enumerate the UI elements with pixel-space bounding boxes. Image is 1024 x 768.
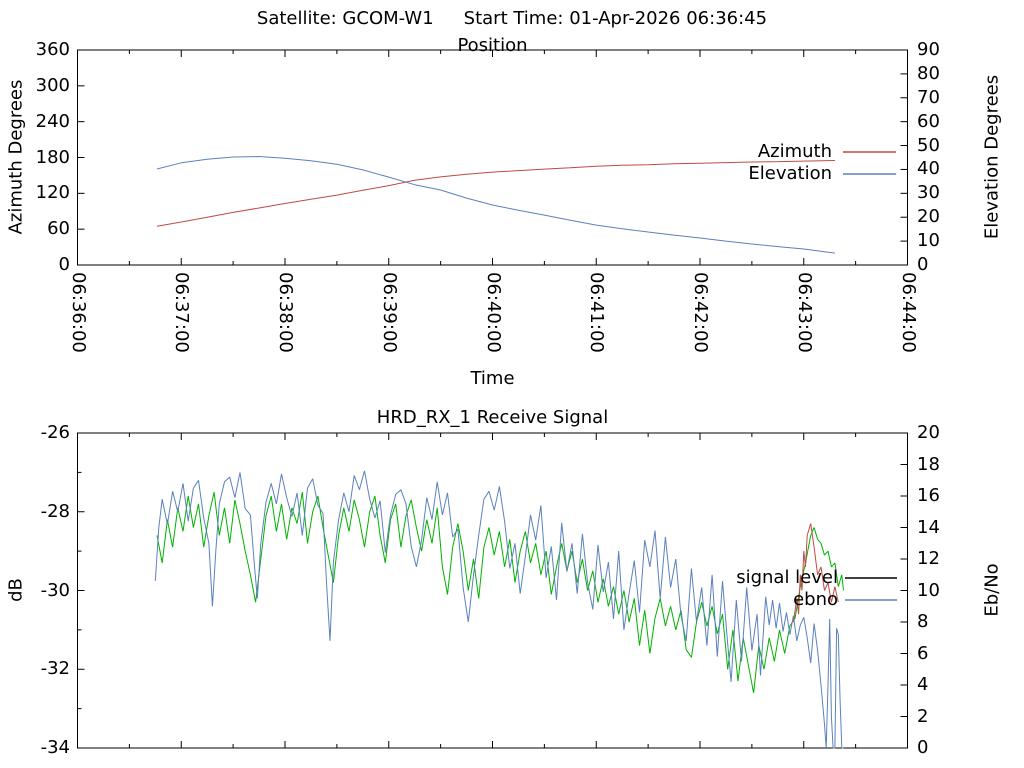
legend-label: Azimuth — [757, 141, 832, 162]
x-tick-label: 06:40:00 — [482, 272, 504, 353]
yleft-tick-label: 300 — [35, 74, 70, 96]
yleft-tick-label: 240 — [35, 110, 70, 132]
yleft-tick-label: 0 — [58, 254, 70, 275]
yright-tick-label: 60 — [917, 110, 940, 132]
chart2-yright-label: Eb/No — [981, 563, 1003, 617]
yright-tick-label: 16 — [917, 485, 940, 506]
yright-tick-label: 40 — [917, 158, 940, 180]
x-tick-label: 06:43:00 — [793, 272, 815, 353]
yleft-tick-label: -34 — [40, 737, 70, 758]
x-tick-label: 06:36:00 — [67, 272, 89, 353]
satellite-label: Satellite: GCOM-W1 — [256, 8, 434, 29]
yright-tick-label: 10 — [917, 579, 940, 601]
yleft-tick-label: 120 — [35, 182, 70, 204]
x-tick-label: 06:37:00 — [171, 272, 193, 353]
yleft-tick-label: -28 — [40, 500, 70, 522]
series-azimuth — [156, 160, 835, 227]
series-ebno — [154, 470, 844, 749]
chart1-xlabel: Time — [470, 368, 515, 389]
yright-tick-label: 2 — [917, 705, 929, 727]
chart2-plot-border — [77, 432, 908, 749]
yright-tick-label: 50 — [917, 134, 940, 156]
yright-tick-label: 4 — [917, 674, 929, 695]
yright-tick-label: 18 — [917, 453, 940, 475]
chart1-title: Position — [457, 35, 528, 56]
chart2-title: HRD_RX_1 Receive Signal — [376, 407, 609, 428]
yright-tick-label: 80 — [917, 62, 940, 84]
legend-label: ebno — [793, 589, 838, 610]
yright-tick-label: 0 — [917, 254, 929, 275]
yright-tick-label: 20 — [917, 422, 940, 443]
chart1-yright-label: Elevation Degrees — [981, 74, 1003, 240]
yright-tick-label: 90 — [917, 39, 940, 60]
yleft-tick-label: -26 — [40, 422, 70, 443]
yright-tick-label: 0 — [917, 737, 929, 758]
series-elevation — [156, 156, 835, 254]
x-tick-label: 06:41:00 — [586, 272, 608, 353]
x-tick-label: 06:39:00 — [378, 272, 400, 353]
yleft-tick-label: 360 — [35, 39, 70, 60]
yright-tick-label: 70 — [917, 86, 940, 108]
start-time-label: Start Time: 01-Apr-2026 06:36:45 — [463, 8, 768, 29]
x-tick-label: 06:38:00 — [275, 272, 296, 353]
series-signal-level — [156, 491, 844, 693]
series-unlabeled-red-trace — [792, 523, 839, 623]
yright-tick-label: 20 — [917, 206, 940, 228]
yright-tick-label: 14 — [917, 516, 940, 538]
yleft-tick-label: 180 — [35, 146, 70, 168]
yright-tick-label: 8 — [917, 611, 929, 632]
yright-tick-label: 10 — [917, 230, 940, 252]
yleft-tick-label: -30 — [40, 579, 70, 601]
yright-tick-label: 6 — [917, 642, 929, 664]
legend-label: Elevation — [748, 163, 832, 184]
x-tick-label: 06:42:00 — [690, 272, 711, 353]
yright-tick-label: 12 — [917, 548, 940, 569]
yright-tick-label: 30 — [917, 182, 940, 204]
figure-header: Satellite: GCOM-W1 Start Time: 01-Apr-20… — [0, 8, 1024, 29]
yleft-tick-label: 60 — [47, 218, 70, 240]
yleft-tick-label: -32 — [40, 658, 70, 680]
x-tick-label: 06:44:00 — [897, 272, 919, 353]
legend-label: signal level — [736, 567, 838, 588]
